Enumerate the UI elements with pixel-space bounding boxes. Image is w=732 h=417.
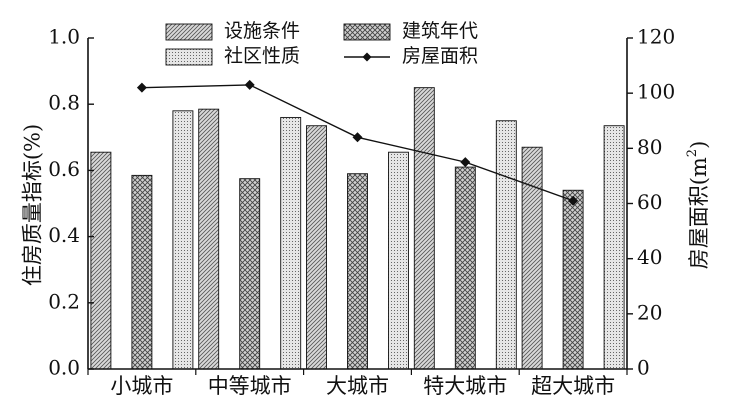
- right-tick-label: 20: [637, 300, 662, 324]
- legend-label: 设施条件: [224, 20, 300, 42]
- line-point: [568, 195, 579, 206]
- bar-dots-4: [495, 120, 517, 370]
- bar-diagonal-1: [90, 151, 112, 370]
- line-point: [244, 79, 255, 90]
- category-labels: 小城市 中等城市 大城市 特大城市 超大城市: [110, 374, 615, 398]
- left-tick-label: 0.4: [48, 223, 80, 247]
- category-label: 超大城市: [531, 374, 615, 398]
- bar-crosshatch-1: [131, 174, 153, 370]
- y-axis-title-right-sup: 2: [685, 149, 700, 157]
- y-axis-title-left: 住房质量指标(%): [21, 124, 45, 286]
- line-point: [136, 82, 147, 93]
- right-tick-label: 40: [637, 245, 662, 269]
- right-tick-label: 100: [637, 80, 675, 104]
- bar-crosshatch-2: [239, 178, 261, 370]
- right-tick-label: 80: [637, 135, 662, 159]
- category-label: 大城市: [326, 374, 389, 398]
- bar-crosshatch-5: [562, 189, 584, 370]
- y-axis-title-right-main: 房屋面积(m: [687, 157, 711, 269]
- bar-diagonal-4: [413, 87, 435, 370]
- bar-dots-5: [603, 125, 625, 370]
- line-point: [352, 132, 363, 143]
- right-tick-label: 60: [637, 190, 662, 214]
- legend-swatch-marker: [362, 52, 372, 62]
- bar-crosshatch-4: [454, 166, 476, 370]
- bar-dots-1: [172, 110, 194, 370]
- y-axis-title-right-close: ): [687, 141, 711, 149]
- right-tick-label: 0: [637, 356, 650, 380]
- bar-dots-2: [280, 116, 302, 370]
- legend-label: 建筑年代: [402, 20, 478, 42]
- bar-diagonal-5: [521, 146, 543, 370]
- bar-diagonal-3: [306, 125, 327, 370]
- right-tick-label: 120: [637, 25, 675, 49]
- y-axis-title-right: 房屋面积(m2): [685, 141, 711, 270]
- left-tick-label: 0.0: [48, 356, 80, 380]
- legend-label: 房屋面积: [402, 45, 478, 67]
- legend-swatch-diagonal: [165, 23, 213, 41]
- legend-label: 社区性质: [224, 45, 300, 67]
- category-label: 小城市: [110, 374, 173, 398]
- line-layer: [136, 79, 579, 206]
- left-tick-label: 0.6: [48, 157, 80, 181]
- left-tick-label: 0.8: [48, 91, 80, 115]
- left-tick-label: 1.0: [48, 25, 80, 49]
- bar-dots-3: [388, 151, 409, 370]
- bar-diagonal-2: [198, 108, 220, 370]
- legend-swatch-dots: [165, 48, 213, 66]
- ticks-layer: 0.0 0.2 0.4 0.6 0.8 1.0 0 20 40 60 80 100 120: [48, 25, 675, 380]
- legend-swatch-crosshatch: [343, 23, 391, 41]
- left-tick-label: 0.2: [48, 289, 80, 313]
- category-label: 特大城市: [423, 374, 507, 398]
- bars-layer: [90, 87, 625, 370]
- category-label: 中等城市: [208, 374, 292, 398]
- bar-crosshatch-3: [347, 173, 368, 370]
- line-point: [460, 157, 471, 168]
